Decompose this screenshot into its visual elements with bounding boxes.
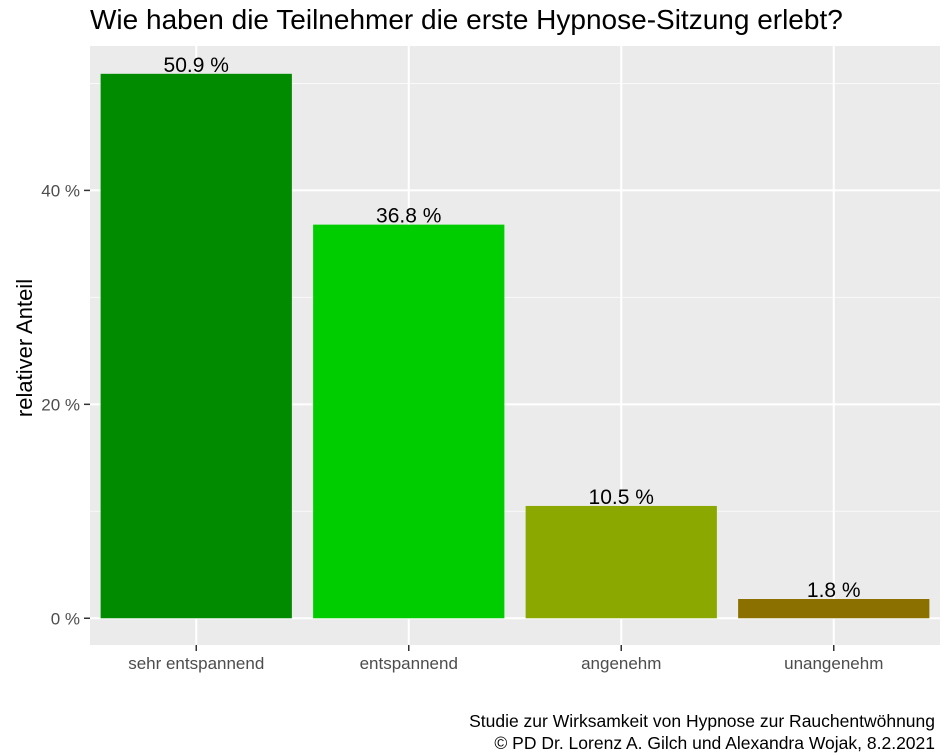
- x-tick-label: entspannend: [360, 654, 458, 673]
- x-tick-label: angenehm: [581, 654, 661, 673]
- y-tick-label: 20 %: [41, 395, 80, 414]
- bar-labels: 50.9 % 36.8 % 10.5 % 1.8 %: [164, 54, 861, 602]
- y-tick-label: 40 %: [41, 181, 80, 200]
- axes: 0 % 20 % 40 % sehr entspannend entspannend an…: [41, 181, 883, 673]
- y-tick-label: 0 %: [51, 609, 80, 628]
- x-tick-label: sehr entspannend: [128, 654, 264, 673]
- bar-value-label: 36.8 %: [376, 205, 441, 228]
- bar-unangenehm: [738, 599, 930, 619]
- bar-value-label: 50.9 %: [164, 54, 229, 77]
- bar-value-label: 10.5 %: [589, 486, 654, 509]
- x-tick-label: unangenehm: [784, 654, 883, 673]
- bar-entspannend: [313, 224, 505, 619]
- bar-value-label: 1.8 %: [807, 579, 861, 602]
- caption-line-1: Studie zur Wirksamkeit von Hypnose zur R…: [469, 711, 935, 731]
- caption-line-2: © PD Dr. Lorenz A. Gilch und Alexandra W…: [494, 733, 935, 753]
- bar-angenehm: [525, 505, 717, 619]
- y-axis-label: relativer Anteil: [12, 279, 37, 417]
- chart-title: Wie haben die Teilnehmer die erste Hypno…: [90, 4, 843, 35]
- bar-sehr-entspannend: [100, 73, 292, 619]
- bars: [100, 73, 930, 619]
